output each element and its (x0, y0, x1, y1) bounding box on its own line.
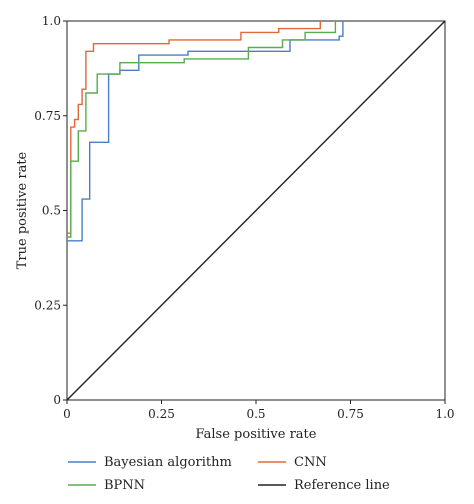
legend-label-cnn: CNN (294, 455, 327, 470)
x-tick-label: 0.75 (337, 407, 364, 421)
x-tick-label: 1.0 (435, 407, 454, 421)
legend: Bayesian algorithm CNN BPNN Reference line (68, 455, 390, 493)
x-tick-label: 0 (63, 407, 71, 421)
x-axis-label: False positive rate (196, 427, 317, 442)
axes (63, 20, 446, 404)
y-tick-label: 0.25 (34, 298, 61, 312)
series-line-reference-line (66, 20, 446, 401)
legend-label-bayesian-algorithm: Bayesian algorithm (104, 455, 232, 470)
y-tick-label: 0.5 (42, 204, 61, 218)
series-line-bayesian-algorithm (67, 21, 344, 242)
series-group (66, 20, 446, 401)
y-axis-label: True positive rate (15, 151, 30, 269)
tick-labels: 0 0.25 0.5 0.75 1.0 0 0.25 0.5 0.75 1.0 (34, 14, 454, 421)
y-tick-label: 0.75 (34, 109, 61, 123)
series-line-bpnn (67, 21, 337, 238)
x-tick-label: 0.5 (246, 407, 265, 421)
x-tick-label: 0.25 (148, 407, 175, 421)
legend-label-bpnn: BPNN (104, 478, 145, 493)
y-tick-label: 0 (53, 393, 61, 407)
series-line-cnn (67, 21, 321, 234)
y-tick-label: 1.0 (42, 14, 61, 28)
legend-label-reference-line: Reference line (294, 478, 390, 493)
